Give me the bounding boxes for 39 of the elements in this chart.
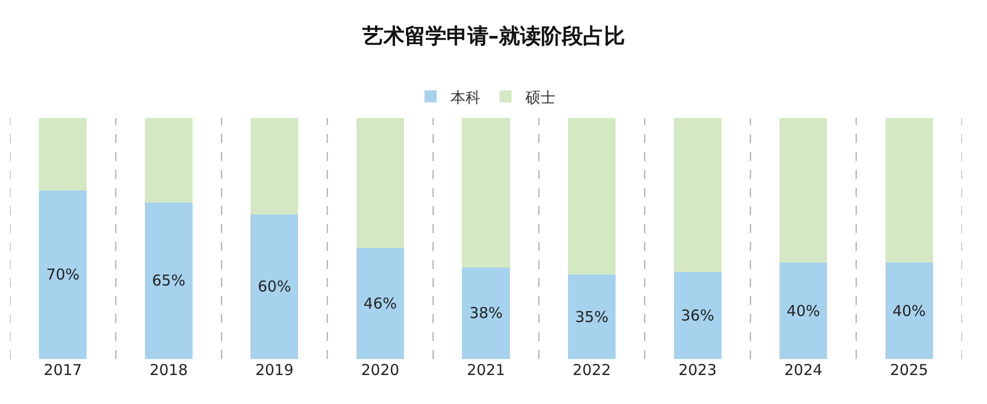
bar (780, 118, 828, 263)
legend-label: 本科 (450, 88, 480, 106)
x-tick-label: 2017 (44, 361, 82, 379)
bar (885, 262, 933, 359)
x-tick-label: 2021 (466, 361, 506, 379)
bar (356, 118, 404, 248)
data-label: 70% (46, 266, 80, 284)
legend-label: 硕士 (524, 88, 556, 106)
data-label: 40% (786, 302, 820, 320)
bar (462, 267, 510, 359)
bar (250, 214, 298, 359)
bar (144, 202, 192, 359)
data-label: 36% (680, 306, 714, 325)
x-tick-label: 2022 (572, 361, 611, 379)
bar (39, 190, 87, 359)
data-label: 40% (892, 302, 926, 320)
bar (39, 118, 87, 190)
chart-title: 艺术留学申请–就读阶段占比 (361, 24, 625, 48)
bar (674, 118, 722, 272)
bar (144, 118, 192, 202)
x-tick-label: 2019 (255, 361, 294, 379)
bar (568, 274, 616, 359)
data-label: 38% (469, 304, 503, 322)
bar (568, 118, 616, 275)
bar (674, 272, 722, 359)
data-label: 60% (258, 278, 292, 296)
bar (356, 248, 404, 359)
x-tick-label: 2023 (678, 361, 717, 379)
data-label: 65% (152, 272, 186, 290)
bar (462, 118, 510, 268)
data-label: 35% (575, 308, 608, 326)
x-tick-label: 2018 (150, 361, 188, 379)
x-tick-label: 2025 (890, 361, 928, 379)
data-label: 46% (364, 294, 397, 313)
x-tick-label: 2024 (784, 361, 822, 379)
bar (780, 262, 828, 359)
bar (250, 118, 298, 214)
x-tick-label: 2020 (361, 361, 400, 379)
bar (885, 118, 933, 263)
